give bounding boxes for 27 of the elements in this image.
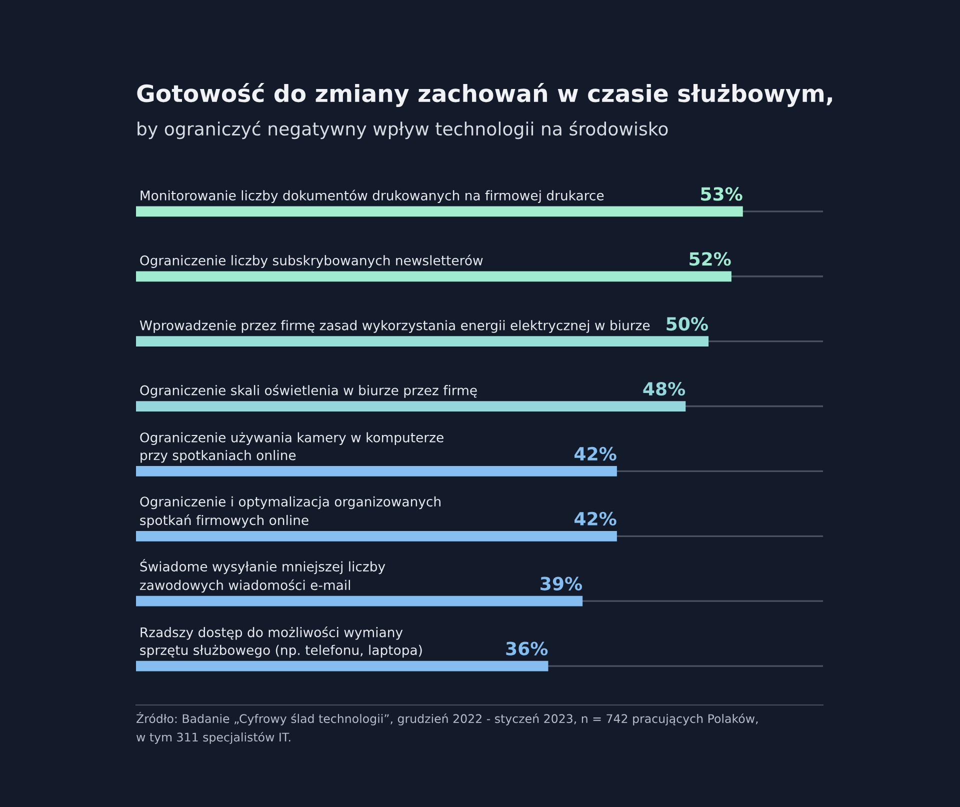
bar [136,530,617,542]
data-label: 42% [574,446,616,461]
bar [136,401,686,412]
bar [136,336,709,347]
y-tick-label: Rzadszy dostęp do możliwości wymiany sprzętu służbowego (np. telefonu, laptopa) [140,626,422,658]
bar [136,206,743,217]
bar [136,271,732,282]
y-tick-label: Ograniczenie liczby subskrybowanych newsletterów [140,254,483,268]
y-tick-label: Ograniczenie używania kamery w komputerze przy spotkaniach online [140,432,444,463]
data-label: 52% [690,252,731,266]
text: Źródło: Badanie „Cyfrowy ślad technologii”, grudzień 2022 - styczeń 2023, n = 742 pracujących Polaków, w tym 311 specjalistów IT. [136,712,758,744]
data-label: 50% [666,317,708,331]
y-tick-label: Wprowadzenie przez firmę zasad wykorzystania energii elektrycznej w biurze [140,320,650,333]
data-label: 36% [506,642,548,656]
bar [136,660,548,672]
y-tick-label: Ograniczenie skali oświetlenia w biurze przez firmę [140,384,477,398]
chart-subtitle: by ograniczyć negatywny wpływ technologii na środowisko [138,120,668,140]
data-label: 39% [540,576,582,590]
bar [136,596,583,606]
y-tick-label: Świadome wysyłanie mniejszej liczby zawodowych wiadomości e-mail [140,559,386,593]
chart-title: Gotowość do zmiany zachowań w czasie służbowym, [137,83,832,107]
y-tick-label: Monitorowanie liczby dokumentów drukowanych na firmowej drukarce [140,190,604,204]
data-label: 53% [701,187,742,201]
y-tick-label: Ograniczenie i optymalizacja organizowanych spotkań firmowych online [140,496,440,528]
data-label: 42% [574,512,616,526]
bar [136,466,617,476]
data-label: 48% [643,382,686,396]
